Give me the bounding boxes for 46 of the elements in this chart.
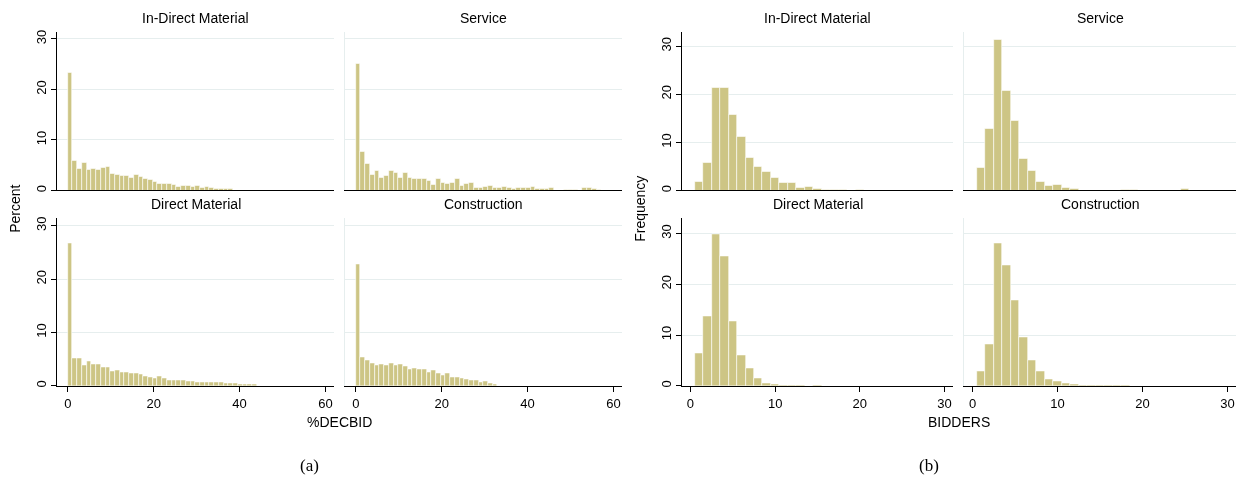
y-tick-label: 10 [658,325,674,341]
y-axis-title: Frequency [632,175,649,242]
x-tick-label: 60 [606,395,621,411]
chart-title: In-Direct Material [142,10,249,26]
y-tick-label: 20 [33,269,49,285]
y-tick-label: 20 [658,85,674,100]
x-tick-label: 20 [1135,395,1150,411]
y-axis-title: Percent [7,184,24,233]
x-tick-label: 20 [852,395,868,411]
x-tick-label: 40 [520,395,535,411]
y-tick-label: 30 [658,37,674,52]
y-tick-label: 0 [658,380,674,388]
y-tick-label: 0 [33,380,49,388]
x-tick-label: 40 [232,395,247,411]
y-tick-label: 10 [658,133,674,148]
chart-title: Service [460,10,507,26]
text: (b) [919,456,939,475]
y-tick-label: 0 [33,184,49,193]
y-tick-label: 10 [33,130,49,146]
chart-title: Construction [1061,196,1140,212]
x-tick-label: 30 [937,395,952,411]
y-tick-label: 30 [33,29,49,45]
y-tick-label: 10 [33,323,49,338]
x-tick-label: 0 [968,395,977,411]
y-tick-label: 30 [658,224,674,239]
chart-title: Direct Material [151,196,242,212]
x-tick-label: 20 [146,395,161,411]
x-tick-label: 0 [64,395,72,411]
x-tick-label: 30 [1220,395,1235,411]
chart-title: Direct Material [773,196,864,212]
y-tick-label: 30 [33,216,49,231]
x-axis-title: %DECBID [307,414,373,430]
text: (a) [300,456,319,475]
x-tick-label: 0 [352,395,360,411]
y-tick-label: 0 [658,184,674,193]
x-tick-label: 20 [434,395,449,411]
x-axis-title: BIDDERS [928,414,991,430]
x-tick-label: 10 [1050,395,1065,411]
chart-title: Service [1077,10,1124,26]
chart-title: Construction [444,196,523,212]
x-tick-label: 0 [686,395,695,411]
chart-title: In-Direct Material [764,10,871,26]
y-tick-label: 20 [658,275,674,290]
y-tick-label: 20 [33,80,49,95]
x-tick-label: 10 [767,395,783,411]
x-tick-label: 60 [318,395,333,411]
